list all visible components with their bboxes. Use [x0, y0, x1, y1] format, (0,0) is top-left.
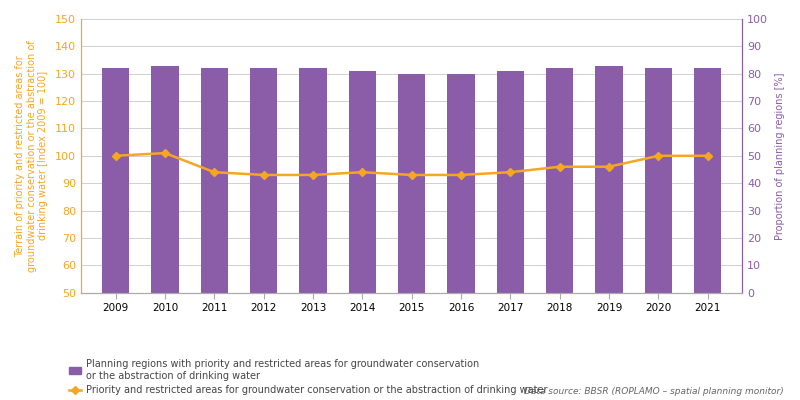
Bar	[201, 68, 228, 400]
Bar	[102, 68, 130, 400]
Legend: Planning regions with priority and restricted areas for groundwater conservation: Planning regions with priority and restr…	[69, 359, 548, 395]
Y-axis label: Proportion of planning regions [%]: Proportion of planning regions [%]	[775, 72, 785, 240]
Bar	[694, 68, 722, 400]
Text: Data source: BBSR (ROPLAMO – spatial planning monitor): Data source: BBSR (ROPLAMO – spatial pla…	[524, 387, 784, 396]
Bar	[497, 71, 524, 400]
Bar	[398, 74, 426, 400]
Y-axis label: Terrain of priority and restricted areas for
groundwater conservation or the abs: Terrain of priority and restricted areas…	[15, 40, 48, 272]
Bar	[447, 74, 474, 400]
Bar	[595, 66, 622, 400]
Bar	[546, 68, 574, 400]
Bar	[645, 68, 672, 400]
Bar	[299, 68, 326, 400]
Bar	[349, 71, 376, 400]
Bar	[151, 66, 178, 400]
Bar	[250, 68, 278, 400]
